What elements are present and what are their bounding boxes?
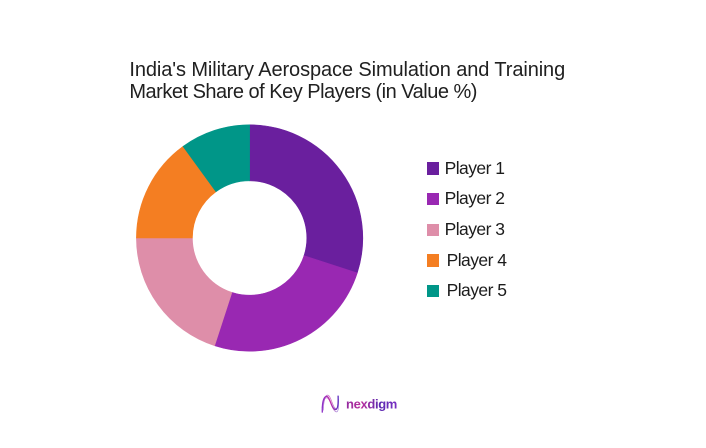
svg-text:nexdigm: nexdigm xyxy=(346,396,397,411)
